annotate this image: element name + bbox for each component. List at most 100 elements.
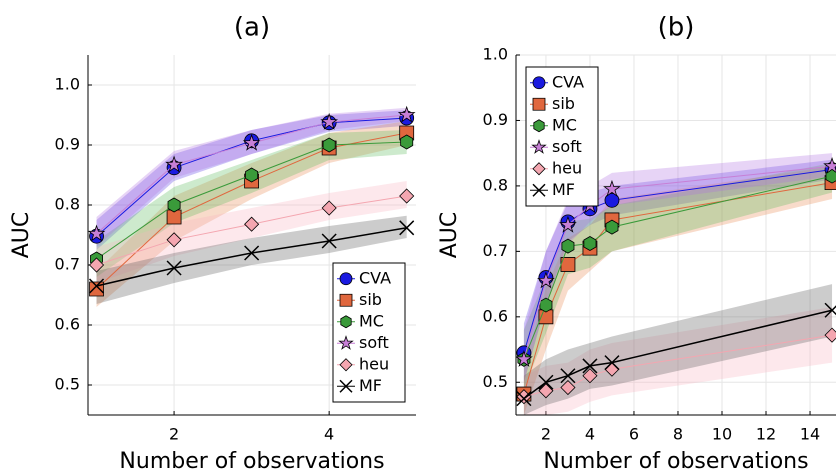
chart-title: (b) <box>658 13 695 43</box>
marker <box>603 179 621 197</box>
marker <box>539 297 553 313</box>
y-tick-label: 0.6 <box>55 315 80 334</box>
marker <box>88 257 105 273</box>
marker <box>825 168 836 184</box>
panel: 0.5 0.6 0.7 0.8 0.9 1.0 2 4 (a) Number of observa… <box>9 13 416 474</box>
y-tick-label: 0.9 <box>483 110 508 129</box>
legend: CVA sib MC soft heu MF <box>332 262 406 403</box>
x-tick-label: 12 <box>756 425 776 444</box>
marker <box>582 358 598 374</box>
y-tick-label: 0.8 <box>55 195 80 214</box>
marker <box>399 188 415 204</box>
marker <box>824 302 836 318</box>
marker <box>583 236 597 251</box>
marker <box>537 271 555 289</box>
legend-label: heu <box>552 158 582 177</box>
marker <box>516 350 533 367</box>
marker <box>538 383 554 399</box>
legend-marker <box>339 379 353 393</box>
series-line <box>523 182 833 395</box>
marker <box>320 112 339 130</box>
marker <box>321 200 337 216</box>
x-tick-label: 2 <box>169 425 179 444</box>
marker <box>605 219 619 235</box>
x-tick-label: 14 <box>800 425 820 444</box>
legend-box <box>332 262 406 403</box>
legend-label: MC <box>359 311 384 330</box>
legend-marker <box>531 139 547 154</box>
confidence-band <box>523 153 833 383</box>
confidence-band <box>96 215 407 304</box>
marker <box>397 105 416 123</box>
marker <box>167 197 181 213</box>
x-axis-label: Number of observations <box>119 449 384 474</box>
marker <box>561 238 575 254</box>
legend-label: heu <box>359 354 389 373</box>
y-tick-label: 0.9 <box>55 135 80 154</box>
x-tick-label: 2 <box>541 425 551 444</box>
legend-marker <box>532 183 546 197</box>
y-axis-label: AUC <box>9 212 34 259</box>
legend-label: MC <box>552 115 577 134</box>
confidence-band <box>523 307 833 415</box>
legend-label: MF <box>359 376 382 395</box>
plot-area <box>516 153 836 415</box>
panel: 0.5 0.6 0.7 0.8 0.9 1.0 2 4 6 8 10 12 14 (b) Number of… <box>437 13 836 474</box>
y-tick-label: 0.5 <box>483 372 508 391</box>
confidence-band <box>96 121 407 307</box>
marker <box>516 391 532 407</box>
legend: CVA sib MC soft heu MF <box>525 66 599 207</box>
x-tick-label: 4 <box>585 425 595 444</box>
legend-label: CVA <box>359 268 391 287</box>
legend-label: sib <box>552 94 575 113</box>
confidence-band <box>523 163 833 389</box>
legend-marker <box>340 315 352 329</box>
legend-label: soft <box>552 137 582 156</box>
y-tick-label: 0.8 <box>483 175 508 194</box>
marker <box>244 245 260 261</box>
y-axis-label: AUC <box>437 212 462 259</box>
marker <box>604 355 620 371</box>
marker <box>242 133 261 151</box>
legend-label: soft <box>359 333 389 352</box>
x-tick-label: 4 <box>324 425 334 444</box>
confidence-band <box>523 166 833 415</box>
marker <box>560 379 576 396</box>
marker <box>560 368 576 384</box>
confidence-band <box>523 284 833 415</box>
marker <box>399 220 415 236</box>
marker <box>560 257 576 272</box>
marker <box>559 215 577 233</box>
confidence-band <box>523 159 833 383</box>
marker <box>824 327 836 343</box>
y-tick-label: 1.0 <box>483 45 508 64</box>
marker <box>399 125 415 141</box>
x-tick-label: 10 <box>712 425 732 444</box>
plot-area <box>88 105 416 307</box>
legend-label: CVA <box>552 72 584 91</box>
y-tick-label: 1.0 <box>55 75 80 94</box>
confidence-band <box>96 130 407 277</box>
legend-marker <box>339 293 353 307</box>
marker <box>244 216 260 232</box>
chart-title: (a) <box>234 13 270 43</box>
x-axis-label: Number of observations <box>543 449 808 474</box>
series-line <box>523 165 833 360</box>
x-tick-label: 8 <box>673 425 683 444</box>
marker <box>321 233 337 249</box>
legend-label: sib <box>359 290 382 309</box>
marker <box>166 232 182 248</box>
legend-marker <box>339 358 353 372</box>
marker <box>400 134 414 150</box>
legend-box <box>525 66 599 207</box>
marker <box>88 278 105 294</box>
legend-marker <box>339 272 353 286</box>
marker <box>823 156 836 174</box>
y-tick-label: 0.7 <box>483 241 508 260</box>
marker <box>582 368 598 384</box>
marker <box>538 374 554 390</box>
marker <box>88 224 106 242</box>
legend-label: MF <box>552 180 575 199</box>
